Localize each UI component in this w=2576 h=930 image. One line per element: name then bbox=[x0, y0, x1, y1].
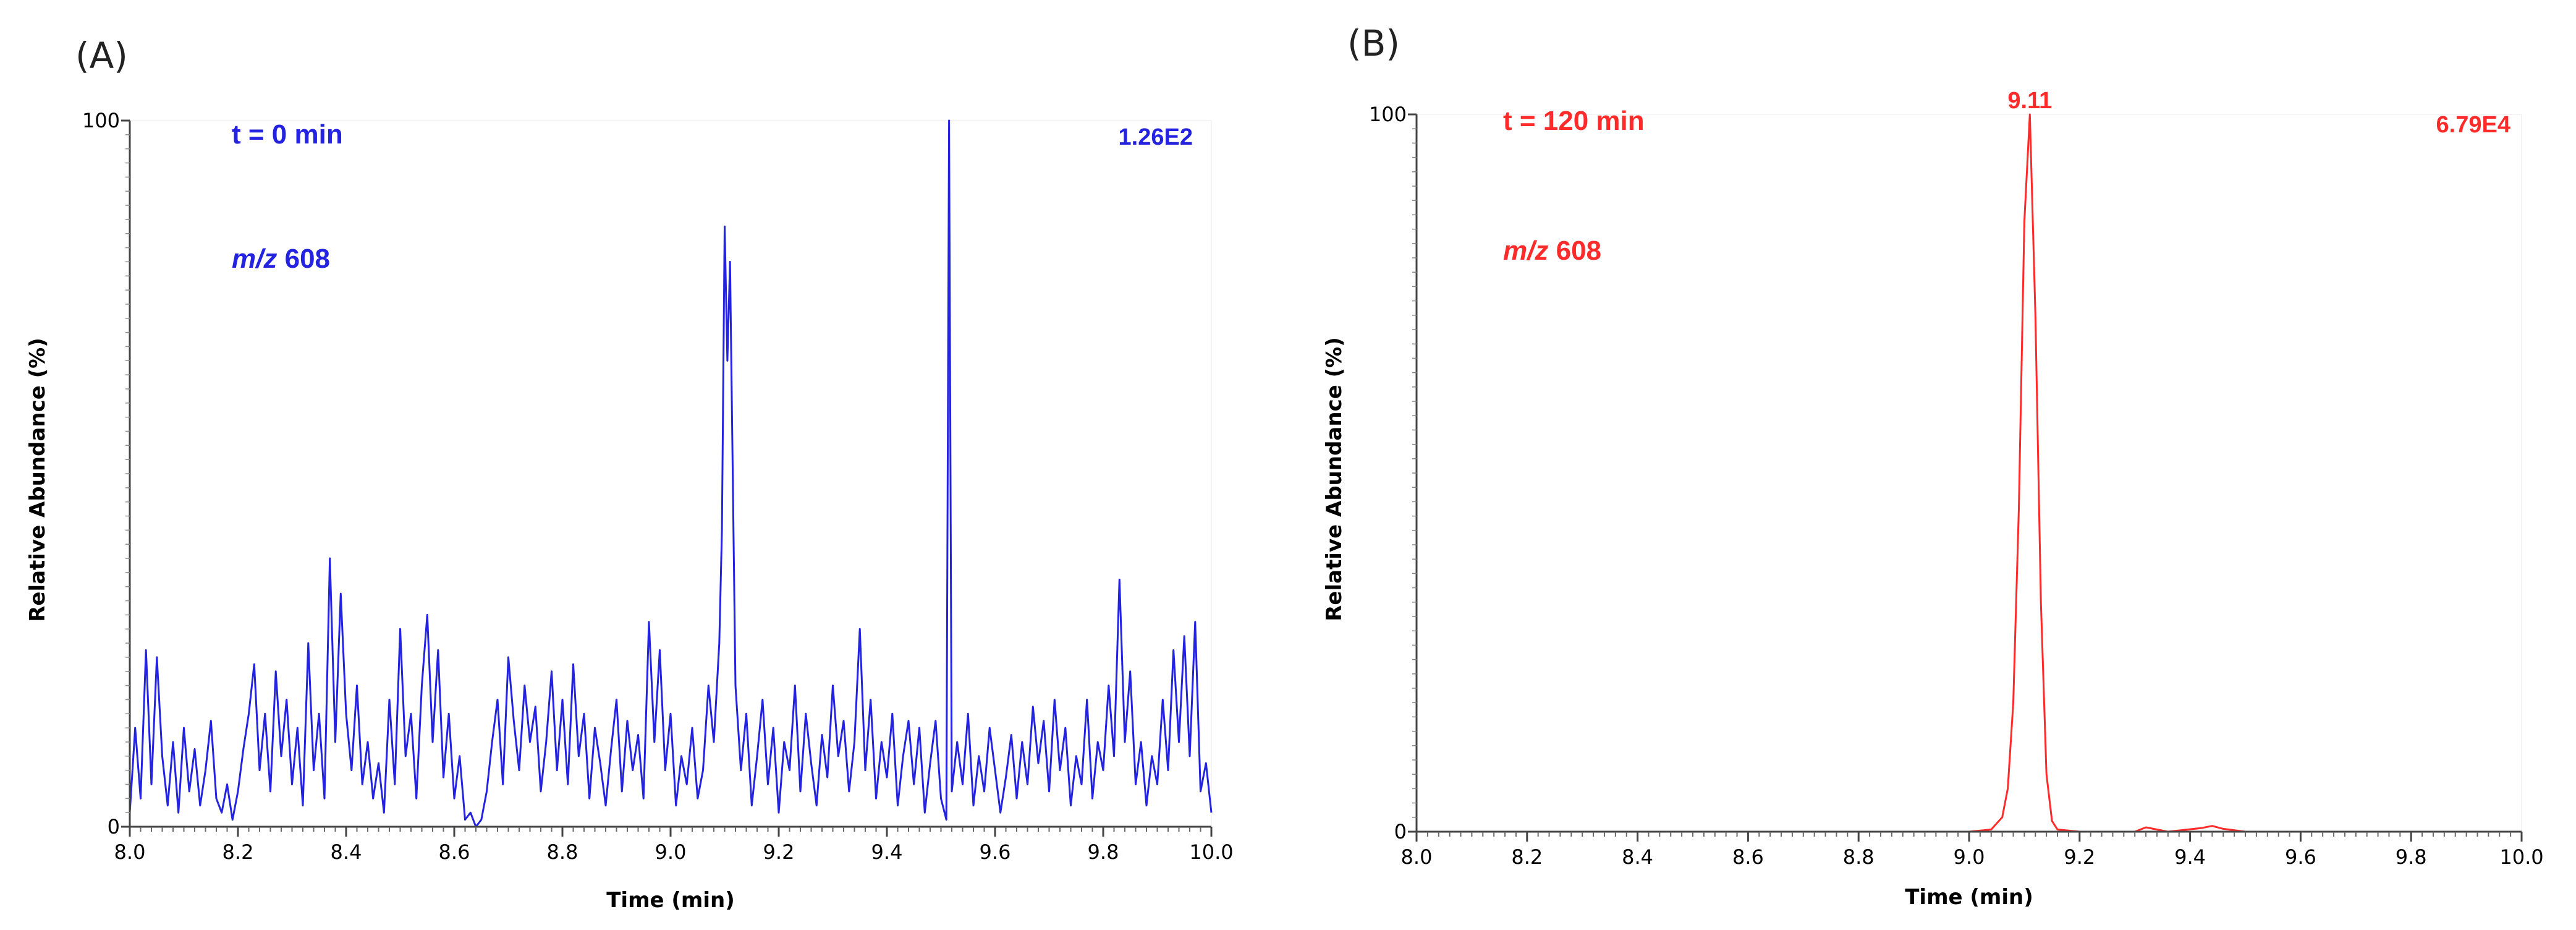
panel-b-y-ticks: 0 100 bbox=[1369, 103, 1417, 843]
panel-a-time-label: t = 0 min bbox=[232, 119, 343, 150]
panel-b-label: (B) bbox=[1347, 22, 1400, 64]
panel-a-x-tick-label: 8.6 bbox=[439, 840, 470, 864]
panel-a-x-tick-label: 8.4 bbox=[331, 840, 362, 864]
panel-b-x-tick-label: 9.0 bbox=[1954, 845, 1985, 869]
panel-b-x-tick-label: 8.8 bbox=[1843, 845, 1875, 869]
panel-b-x-axis-title: Time (min) bbox=[1905, 885, 2033, 910]
panel-b-mz-label: m/z 608 bbox=[1503, 236, 1601, 266]
panel-b-x-tick-label: 9.2 bbox=[2064, 845, 2095, 869]
panel-a-x-tick-label: 9.6 bbox=[980, 840, 1011, 864]
panel-a-x-tick-label: 10.0 bbox=[1189, 840, 1233, 864]
panel-a-series-line bbox=[129, 119, 1213, 828]
panel-b-mz-prefix: m/z bbox=[1503, 236, 1548, 266]
panel-a-x-tick-label: 8.0 bbox=[114, 840, 146, 864]
panel-a-x-tick-label: 9.8 bbox=[1088, 840, 1119, 864]
panel-a-x-axis-title: Time (min) bbox=[606, 888, 735, 913]
panel-a-chart: (A) 8.0 8.2 8.4 8.6 8.8 9.0 9.2 9.4 9.6 9.8 10.0 0… bbox=[25, 35, 1234, 913]
panel-b-x-tick-label: 8.0 bbox=[1401, 845, 1433, 869]
panel-b-x-ticks: 8.0 8.2 8.4 8.6 8.8 9.0 9.2 9.4 9.6 9.8 10.0 bbox=[1401, 832, 2544, 869]
panel-a-y-minor-ticks bbox=[125, 120, 130, 827]
panel-a-mz-space bbox=[277, 244, 284, 274]
panel-b-y-tick-label: 0 bbox=[1394, 820, 1407, 843]
panel-b-chart: (B) 8.0 8.2 8.4 8.6 8.8 9.0 9.2 9.4 9.6 9.8 10.0 0… bbox=[1322, 22, 2544, 910]
panel-b-x-tick-label: 8.4 bbox=[1622, 845, 1653, 869]
panel-b-intensity-label: 6.79E4 bbox=[2436, 112, 2510, 138]
panel-a-intensity-label: 1.26E2 bbox=[1119, 124, 1193, 150]
panel-a-mz-prefix: m/z bbox=[232, 244, 277, 274]
panel-a-mz-label: m/z 608 bbox=[232, 244, 330, 274]
panel-b-x-tick-label: 10.0 bbox=[2499, 845, 2543, 869]
panel-b-x-tick-label: 9.6 bbox=[2285, 845, 2316, 869]
panel-b-time-label: t = 120 min bbox=[1503, 106, 1645, 136]
panel-a-y-ticks: 0 100 bbox=[82, 109, 130, 838]
panel-a-x-tick-label: 9.0 bbox=[655, 840, 687, 864]
panel-b-x-tick-label: 9.4 bbox=[2174, 845, 2206, 869]
panel-b-x-tick-label: 9.8 bbox=[2396, 845, 2427, 869]
panel-b-peak-label: 9.11 bbox=[2007, 88, 2052, 114]
panel-b-mz-value: 608 bbox=[1556, 236, 1601, 266]
panel-b-mz-space bbox=[1548, 236, 1556, 266]
panel-a-y-axis-title: Relative Abundance (%) bbox=[25, 338, 50, 622]
panel-a-x-ticks: 8.0 8.2 8.4 8.6 8.8 9.0 9.2 9.4 9.6 9.8 10.0 bbox=[114, 827, 1234, 864]
panel-a-x-tick-label: 9.4 bbox=[871, 840, 903, 864]
panel-b-x-tick-label: 8.2 bbox=[1511, 845, 1543, 869]
panel-b-series-line bbox=[1417, 113, 2522, 833]
panel-a-mz-value: 608 bbox=[285, 244, 330, 274]
panel-b-y-axis-title: Relative Abundance (%) bbox=[1322, 337, 1347, 621]
panel-b-x-tick-label: 8.6 bbox=[1732, 845, 1764, 869]
panel-a-x-tick-label: 8.2 bbox=[222, 840, 254, 864]
panel-a-x-tick-label: 9.2 bbox=[763, 840, 795, 864]
panel-a-label: (A) bbox=[75, 35, 128, 77]
panel-a-y-tick-label: 100 bbox=[82, 109, 120, 132]
panel-a-x-tick-label: 8.8 bbox=[547, 840, 578, 864]
panel-b-y-tick-label: 100 bbox=[1369, 103, 1407, 126]
panel-a-y-tick-label: 0 bbox=[108, 815, 120, 838]
